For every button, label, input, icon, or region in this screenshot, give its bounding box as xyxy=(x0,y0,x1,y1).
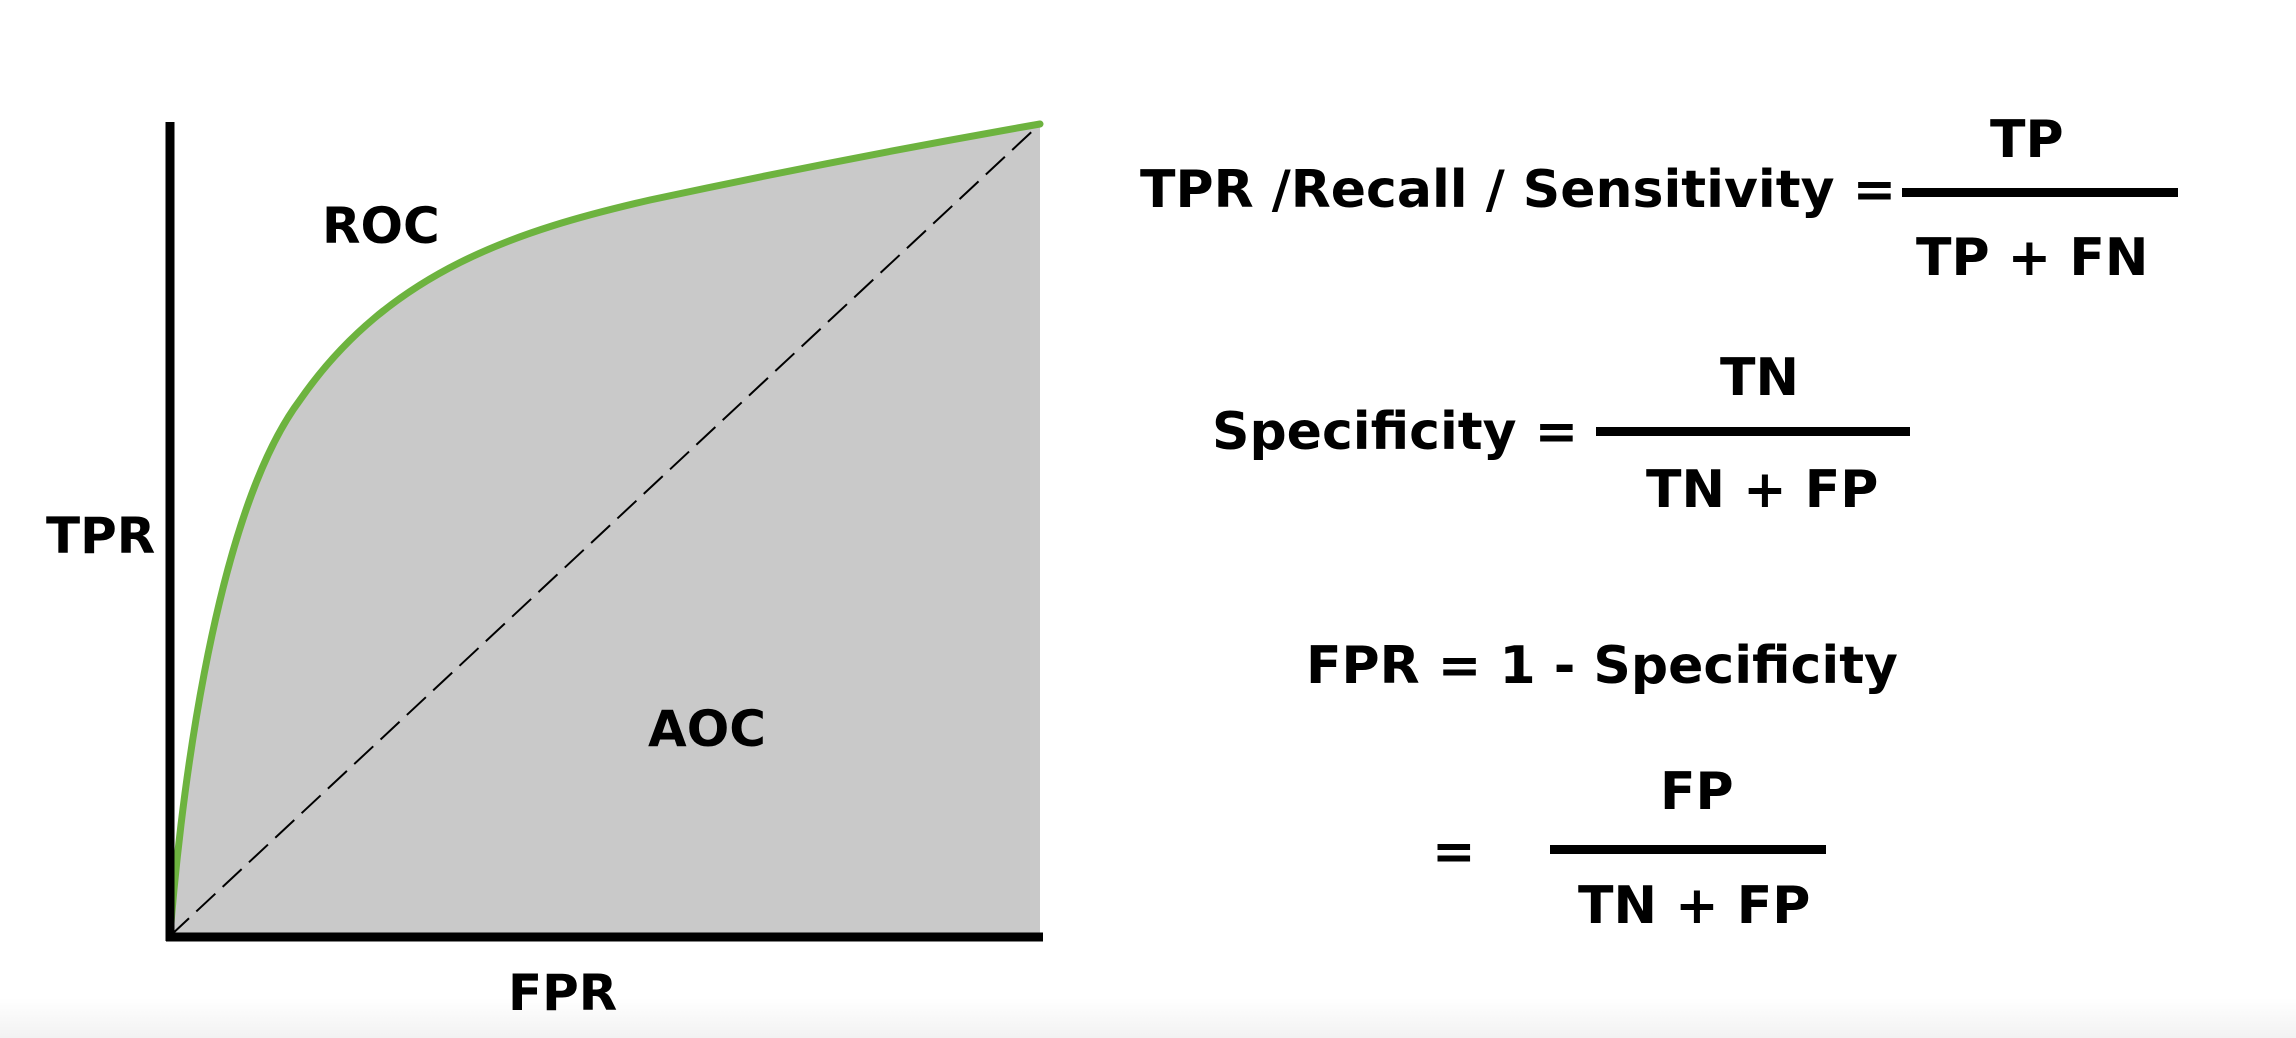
fpr-fraction-bar xyxy=(1550,845,1826,854)
specificity-formula-lhs: Specificity = xyxy=(1212,402,1579,462)
roc-diagram: ROC AOC TPR FPR xyxy=(46,120,1044,1022)
x-axis-label: FPR xyxy=(508,964,617,1022)
curve-label: ROC xyxy=(322,197,440,255)
specificity-formula-numerator: TN xyxy=(1720,348,1799,408)
fpr-definition: FPR = 1 - Specificity xyxy=(1306,636,1898,696)
specificity-formula-denominator: TN + FP xyxy=(1646,460,1879,520)
roc-curve xyxy=(166,120,1044,940)
fpr-formula-numerator: FP xyxy=(1660,762,1734,822)
fpr-formula-denominator: TN + FP xyxy=(1578,876,1811,936)
area-label: AOC xyxy=(648,700,766,758)
fpr-equals-sign: = xyxy=(1432,822,1476,882)
page-bottom-fade xyxy=(0,998,2296,1038)
tpr-formula-denominator: TP + FN xyxy=(1916,228,2149,288)
specificity-fraction-bar xyxy=(1596,427,1910,436)
tpr-formula-numerator: TP xyxy=(1990,110,2064,170)
tpr-formula-lhs: TPR /Recall / Sensitivity = xyxy=(1140,160,1897,220)
tpr-fraction-bar xyxy=(1902,188,2178,197)
y-axis-label: TPR xyxy=(46,507,155,565)
random-baseline-diagonal xyxy=(169,123,1041,937)
